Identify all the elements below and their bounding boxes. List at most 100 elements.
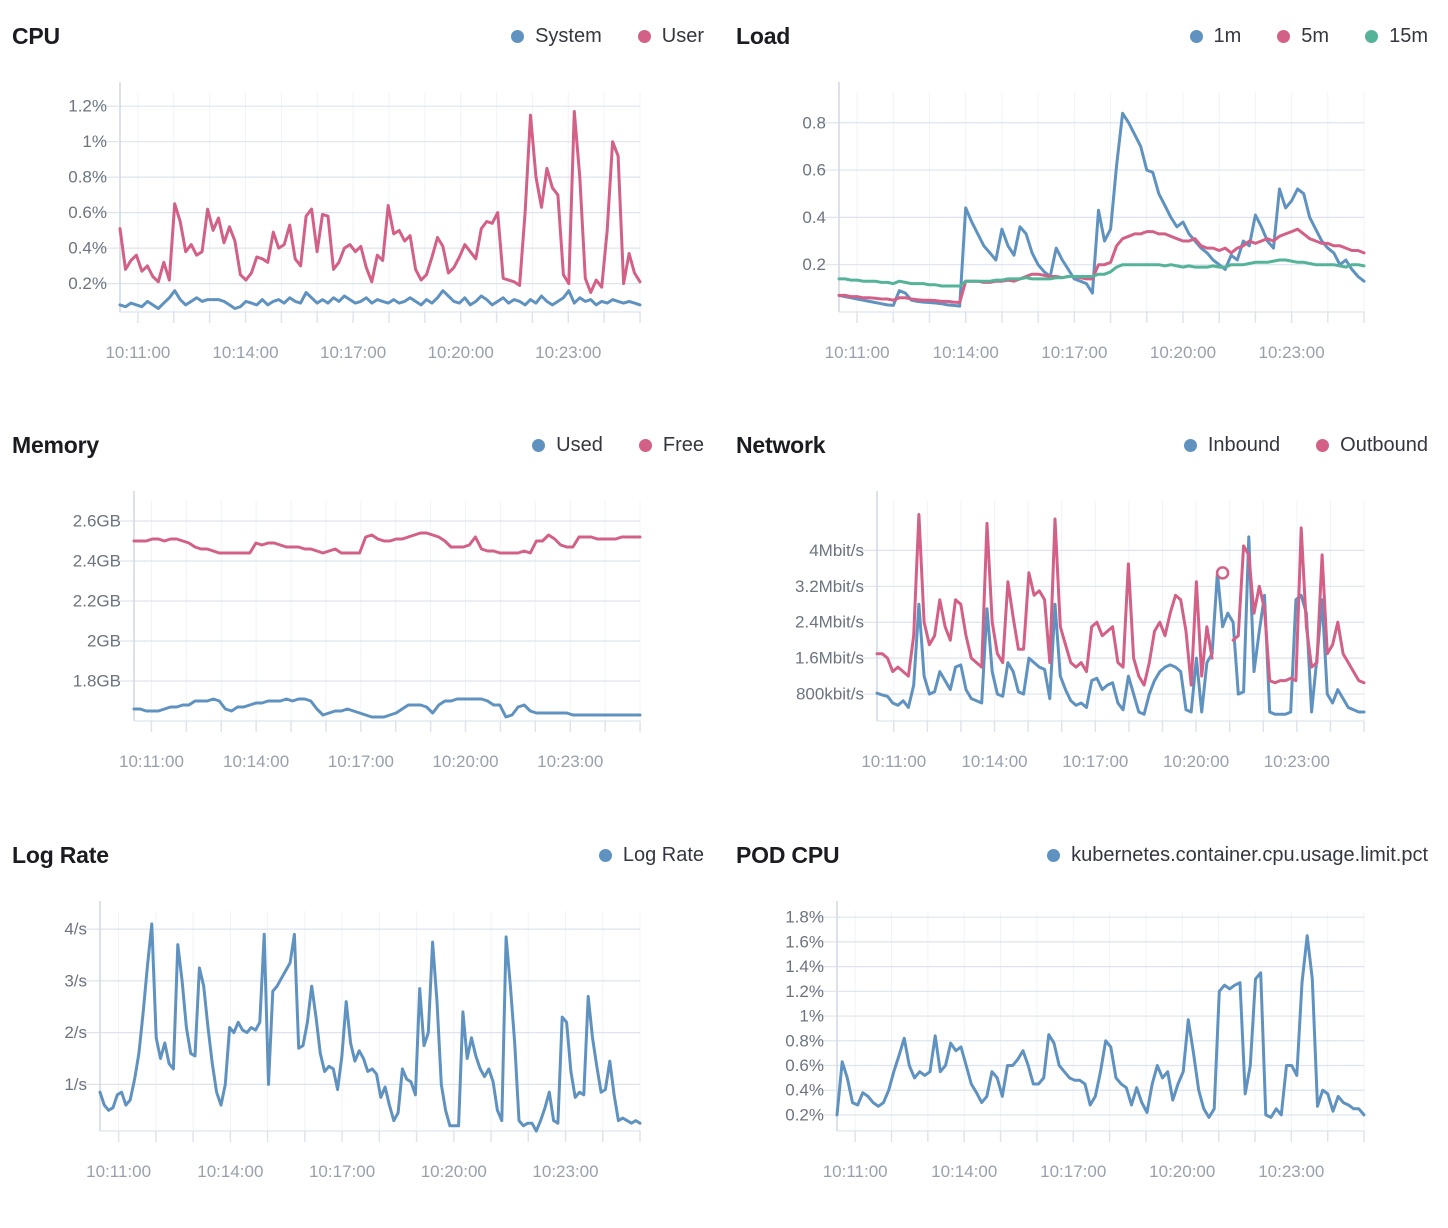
chart-canvas-memory: 2.6GB 2.4GB 2.2GB 2GB 1.8GB 10:11:00 10:14:00 1… xyxy=(73,491,642,771)
chart-memory[interactable]: 2.6GB 2.4GB 2.2GB 2GB 1.8GB 10:11:00 10:14:00 1… xyxy=(0,465,724,817)
legend-item-free[interactable]: Free xyxy=(638,434,704,457)
legend-dot-kubernetes-container-cpu-usage-limit-pct xyxy=(1047,848,1061,862)
legend-dot-user xyxy=(637,29,651,43)
chart-title-lograte: Log Rate xyxy=(12,841,109,868)
x-axis-label: 10:20:00 xyxy=(432,752,498,771)
panel-load: Load 1m 5m 15m 0.8 0.6 0.4 0.2 10:11:00 10:14:0… xyxy=(724,0,1448,409)
x-axis-label: 10:17:00 xyxy=(1062,752,1128,771)
y-axis-label: 0.6% xyxy=(785,1056,824,1075)
legend-item-1m[interactable]: 1m xyxy=(1189,25,1241,48)
chart-legend-cpu: System User xyxy=(511,25,704,48)
x-axis-label: 10:23:00 xyxy=(1258,1162,1324,1181)
panel-header-load: Load 1m 5m 15m xyxy=(724,0,1448,54)
chart-title-network: Network xyxy=(736,431,826,458)
y-axis-label: 2/s xyxy=(64,1023,87,1042)
y-axis-label: 0.4% xyxy=(68,239,107,258)
chart-canvas-podcpu: 1.8% 1.6% 1.4% 1.2% 1% 0.8% 0.6% 0.4% 0.2% 10:11:… xyxy=(785,901,1366,1181)
series-line-used xyxy=(132,697,642,719)
x-axis-label: 10:17:00 xyxy=(328,752,394,771)
x-axis-label: 10:11:00 xyxy=(861,752,926,771)
y-axis-label: 3/s xyxy=(64,971,87,990)
legend-item-5m[interactable]: 5m xyxy=(1277,25,1329,48)
gap-point-marker-outbound xyxy=(1215,566,1230,580)
chart-network[interactable]: 4Mbit/s 3.2Mbit/s 2.4Mbit/s 1.6Mbit/s 800kbi… xyxy=(724,465,1448,817)
y-axis-label: 0.8% xyxy=(68,168,107,187)
legend-label-used: Used xyxy=(556,433,603,456)
legend-label-system: System xyxy=(535,24,602,47)
x-axis-label: 10:14:00 xyxy=(961,752,1027,771)
chart-canvas-cpu: 1.2% 1% 0.8% 0.6% 0.4% 0.2% 10:11:00 10:14:00 10… xyxy=(68,82,642,362)
y-axis-label: 4Mbit/s xyxy=(809,541,864,560)
y-axis-label: 0.4 xyxy=(802,208,826,227)
series-line-5m xyxy=(837,227,1366,304)
legend-dot-15m xyxy=(1365,29,1379,43)
legend-dot-log-rate xyxy=(598,848,612,862)
legend-item-system[interactable]: System xyxy=(511,25,602,48)
legend-dot-5m xyxy=(1277,29,1291,43)
x-axis-label: 10:11:00 xyxy=(86,1162,151,1181)
y-axis-label: 0.4% xyxy=(785,1081,824,1100)
chart-podcpu[interactable]: 1.8% 1.6% 1.4% 1.2% 1% 0.8% 0.6% 0.4% 0.2% 10:11:… xyxy=(724,875,1448,1227)
y-axis-label: 1.8GB xyxy=(73,672,121,691)
legend-label-log-rate: Log Rate xyxy=(622,843,704,866)
x-axis-label: 10:20:00 xyxy=(1150,343,1216,362)
series-line-system xyxy=(118,289,642,310)
legend-item-outbound[interactable]: Outbound xyxy=(1316,434,1428,457)
chart-canvas-network: 4Mbit/s 3.2Mbit/s 2.4Mbit/s 1.6Mbit/s 800kbi… xyxy=(795,491,1366,771)
y-axis-label: 1.8% xyxy=(785,908,824,927)
chart-load[interactable]: 0.8 0.6 0.4 0.2 10:11:00 10:14:00 10:17:00 10:2… xyxy=(724,56,1448,408)
series-line-free xyxy=(132,531,642,555)
legend-label-inbound: Inbound xyxy=(1207,433,1281,456)
legend-item-inbound[interactable]: Inbound xyxy=(1183,433,1281,457)
panel-header-lograte: Log Rate Log Rate xyxy=(0,819,724,873)
y-axis-label: 0.6 xyxy=(802,161,826,180)
legend-dot-free xyxy=(638,438,652,452)
x-axis-label: 10:17:00 xyxy=(320,343,386,362)
panel-memory: Memory Used Free 2.6GB 2.4GB 2.2GB 2GB 1.8GB 1… xyxy=(0,409,724,819)
y-axis-label: 1% xyxy=(82,132,107,151)
y-axis-label: 0.2% xyxy=(785,1105,824,1124)
panel-header-memory: Memory Used Free xyxy=(0,409,724,463)
panel-header-cpu: CPU System User xyxy=(0,0,724,54)
legend-item-user[interactable]: User xyxy=(637,25,704,48)
legend-dot-used xyxy=(532,438,546,452)
x-axis-label: 10:14:00 xyxy=(933,343,999,362)
chart-legend-network: Inbound Outbound xyxy=(1183,433,1428,457)
legend-dot-system xyxy=(511,29,525,43)
chart-title-cpu: CPU xyxy=(12,22,60,49)
chart-cpu[interactable]: 1.2% 1% 0.8% 0.6% 0.4% 0.2% 10:11:00 10:14:00 10… xyxy=(0,56,724,408)
legend-item-used[interactable]: Used xyxy=(532,434,603,457)
legend-label-15m: 15m xyxy=(1389,24,1428,47)
series-line-kubernetes-container-cpu-usage-limit-pct xyxy=(835,934,1366,1119)
x-axis-label: 10:20:00 xyxy=(421,1162,487,1181)
chart-lograte[interactable]: 4/s 3/s 2/s 1/s 10:11:00 10:14:00 10:17:00 10:2… xyxy=(0,875,724,1227)
y-axis-label: 1.4% xyxy=(785,957,824,976)
y-axis-label: 0.2% xyxy=(68,274,107,293)
x-axis-label: 10:11:00 xyxy=(105,343,170,362)
chart-legend-lograte: Log Rate xyxy=(598,843,704,867)
x-axis-label: 10:23:00 xyxy=(535,343,601,362)
legend-item-log-rate[interactable]: Log Rate xyxy=(598,843,704,867)
x-axis-label: 10:14:00 xyxy=(197,1162,263,1181)
y-axis-label: 800kbit/s xyxy=(796,685,864,704)
x-axis-label: 10:14:00 xyxy=(212,343,278,362)
x-axis-label: 10:23:00 xyxy=(1264,752,1330,771)
legend-label-5m: 5m xyxy=(1301,24,1330,47)
legend-item-15m[interactable]: 15m xyxy=(1365,25,1428,48)
x-axis-label: 10:23:00 xyxy=(537,752,603,771)
y-axis-label: 2.2GB xyxy=(73,592,121,611)
y-axis-label: 0.6% xyxy=(68,203,107,222)
series-line-15m xyxy=(837,258,1366,288)
legend-item-kubernetes-container-cpu-usage-limit-pct[interactable]: kubernetes.container.cpu.usage.limit.pct xyxy=(1047,844,1428,867)
chart-title-podcpu: POD CPU xyxy=(736,841,840,868)
y-axis-label: 2GB xyxy=(87,632,121,651)
y-axis-label: 4/s xyxy=(64,920,87,939)
chart-legend-load: 1m 5m 15m xyxy=(1189,25,1428,48)
series-line-user xyxy=(118,110,642,294)
panel-podcpu: POD CPU kubernetes.container.cpu.usage.l… xyxy=(724,819,1448,1228)
legend-label-outbound: Outbound xyxy=(1340,433,1428,456)
panel-cpu: CPU System User 1.2% 1% 0.8% 0.6% 0.4% 0.2% 10:… xyxy=(0,0,724,409)
y-axis-label: 3.2Mbit/s xyxy=(795,577,864,596)
legend-dot-inbound xyxy=(1183,438,1197,452)
y-axis-label: 0.8 xyxy=(802,113,826,132)
